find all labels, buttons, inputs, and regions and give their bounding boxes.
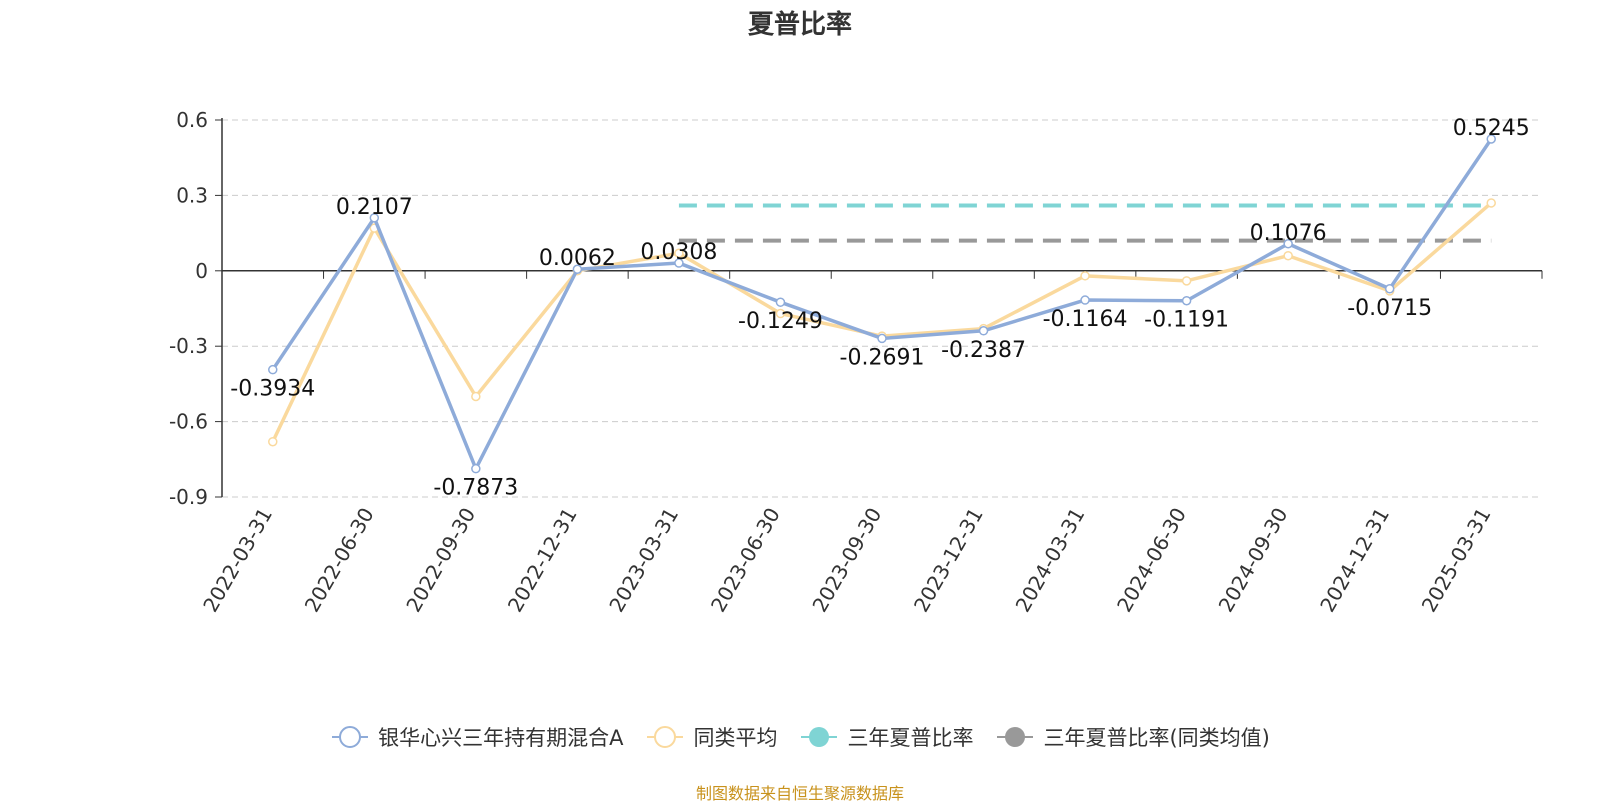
data-point xyxy=(1486,198,1496,208)
data-point xyxy=(268,364,278,375)
x-tick-label: 2022-06-30 xyxy=(300,504,379,617)
data-point xyxy=(1181,276,1192,286)
x-tick-label: 2024-09-30 xyxy=(1214,504,1293,617)
data-label: -0.7873 xyxy=(433,476,518,501)
chart-title: 夏普比率 xyxy=(747,10,852,40)
data-label: 0.2107 xyxy=(336,195,413,220)
data-point xyxy=(1080,271,1090,281)
x-tick-label: 2023-09-30 xyxy=(807,504,886,617)
data-point xyxy=(775,308,786,319)
legend-label-peer-average: 同类平均 xyxy=(693,726,778,750)
x-tick-label: 2023-03-31 xyxy=(604,504,683,617)
legend-marker-peer-average xyxy=(647,726,684,748)
data-label: -0.1249 xyxy=(738,309,823,334)
y-tick-label: -0.9 xyxy=(169,485,208,509)
data-label: -0.0715 xyxy=(1347,296,1432,321)
data-point xyxy=(471,391,481,402)
legend-label-three-year-sharpe-peer: 三年夏普比率(同类均值) xyxy=(1043,726,1270,750)
data-label: 0.5245 xyxy=(1453,116,1530,141)
data-point xyxy=(1384,284,1395,294)
legend-marker-three-year-sharpe-peer xyxy=(997,727,1034,747)
data-point xyxy=(978,326,989,336)
legend-label-fund: 银华心兴三年持有期混合A xyxy=(378,726,624,750)
legend: 银华心兴三年持有期混合A 同类平均 三年夏普比率 三年夏普比率(同类均值) xyxy=(0,722,1600,752)
x-tick-label: 2025-03-31 xyxy=(1417,504,1496,617)
data-label: -0.3934 xyxy=(230,377,315,402)
legend-label-three-year-sharpe: 三年夏普比率 xyxy=(847,726,974,750)
data-point xyxy=(1283,250,1293,261)
y-tick-label: -0.3 xyxy=(169,334,208,358)
data-point xyxy=(1181,295,1192,306)
y-tick-label: 0.6 xyxy=(176,108,208,132)
data-label: -0.2387 xyxy=(941,338,1026,363)
data-point xyxy=(674,258,684,268)
x-tick-label: 2023-12-31 xyxy=(909,504,988,617)
x-tick-label: 2022-09-30 xyxy=(401,504,480,617)
x-tick-label: 2022-12-31 xyxy=(503,504,582,617)
data-source-note: 制图数据来自恒生聚源数据库 xyxy=(695,784,904,803)
x-tick-label: 2022-03-31 xyxy=(198,504,277,617)
series-line xyxy=(271,137,1493,471)
legend-item-fund[interactable]: 银华心兴三年持有期混合A xyxy=(330,722,623,752)
data-label: 0.0062 xyxy=(539,246,616,271)
data-point xyxy=(369,213,380,223)
data-label: 0.1076 xyxy=(1250,221,1327,246)
legend-item-three-year-sharpe-peer[interactable]: 三年夏普比率(同类均值) xyxy=(995,722,1270,752)
data-point xyxy=(268,436,278,447)
data-point xyxy=(674,248,684,258)
data-point xyxy=(471,463,481,474)
legend-marker-fund xyxy=(332,726,369,748)
legend-item-three-year-sharpe[interactable]: 三年夏普比率 xyxy=(799,722,973,752)
data-point xyxy=(775,297,786,307)
x-tick-label: 2024-03-31 xyxy=(1011,504,1090,617)
data-point xyxy=(1283,239,1293,249)
x-tick-label: 2024-06-30 xyxy=(1112,504,1191,617)
data-point xyxy=(877,333,887,344)
data-label: 0.0308 xyxy=(640,240,717,265)
legend-item-peer-average[interactable]: 同类平均 xyxy=(645,722,777,752)
y-tick-label: -0.6 xyxy=(169,410,208,434)
data-point xyxy=(1080,295,1090,305)
data-label: -0.1191 xyxy=(1144,308,1229,333)
data-point xyxy=(1486,134,1496,144)
x-tick-label: 2023-06-30 xyxy=(706,504,785,617)
data-label: -0.2691 xyxy=(840,345,925,370)
legend-marker-three-year-sharpe xyxy=(801,727,838,747)
data-point xyxy=(572,264,583,274)
x-tick-label: 2024-12-31 xyxy=(1315,504,1394,617)
y-tick-label: 0 xyxy=(195,259,208,283)
y-tick-label: 0.3 xyxy=(176,183,208,207)
data-label: -0.1164 xyxy=(1043,307,1128,332)
